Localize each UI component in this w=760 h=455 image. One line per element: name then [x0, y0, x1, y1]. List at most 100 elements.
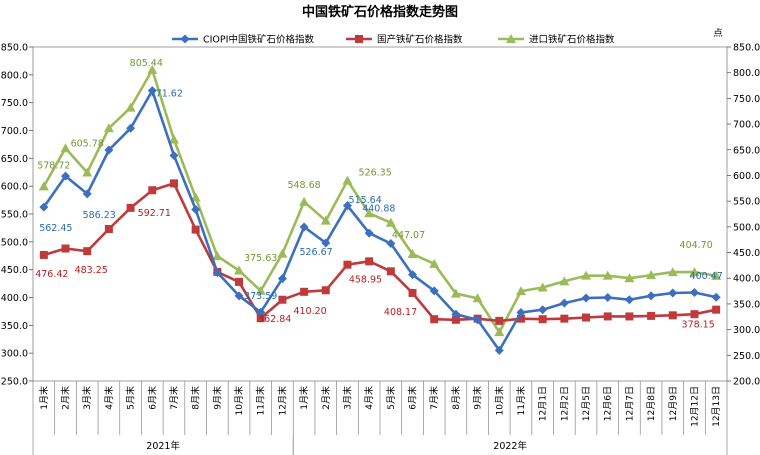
- series-layer: [38, 64, 722, 355]
- data-point: [191, 205, 201, 215]
- data-label: 526.67: [299, 247, 332, 258]
- data-point: [83, 247, 92, 256]
- y-tick-label: 450.0: [1, 265, 28, 276]
- data-point: [277, 274, 287, 284]
- data-point: [624, 295, 634, 305]
- data-point: [365, 257, 374, 266]
- data-point: [690, 310, 699, 319]
- data-point: [256, 314, 265, 323]
- data-point: [646, 270, 657, 280]
- data-point: [711, 270, 722, 280]
- data-point: [126, 123, 136, 133]
- data-point: [104, 145, 114, 155]
- data-point: [408, 270, 418, 280]
- data-label: 447.07: [392, 230, 425, 241]
- legend-entry: 国产铁矿石价格指数: [377, 34, 463, 46]
- data-point: [429, 258, 440, 268]
- data-label: 578.72: [37, 160, 70, 171]
- data-point: [538, 305, 548, 315]
- x-tick-label: 7月末: [168, 386, 180, 410]
- x-tick-label: 12月6日: [603, 386, 614, 421]
- data-label: 373.59: [244, 291, 277, 302]
- data-point: [278, 295, 287, 304]
- data-label: 592.71: [138, 208, 171, 219]
- data-point: [38, 181, 49, 191]
- data-point: [494, 327, 505, 337]
- y-tick-label: 750.0: [1, 98, 28, 109]
- data-point: [147, 86, 157, 96]
- data-label: 404.70: [680, 240, 713, 251]
- data-point: [450, 288, 461, 298]
- data-point: [689, 267, 700, 277]
- series-line: [42, 68, 717, 334]
- x-tick-label: 3月末: [81, 386, 93, 410]
- data-point: [516, 308, 526, 318]
- data-label: 526.35: [359, 167, 392, 178]
- x-tick-label: 12月12日: [689, 386, 700, 427]
- series-1: [39, 179, 721, 325]
- data-label: 562.45: [39, 223, 72, 234]
- x-tick-label: 12月5日: [581, 386, 592, 421]
- data-point: [495, 316, 504, 325]
- x-tick-label: 12月7日: [624, 386, 635, 421]
- y-tick-label: 800.0: [1, 70, 28, 81]
- data-point: [299, 222, 309, 232]
- data-point: [169, 179, 178, 188]
- y2-tick-label: 650.0: [733, 145, 760, 156]
- series-line: [42, 89, 717, 352]
- data-point: [235, 277, 244, 286]
- data-point: [494, 345, 504, 355]
- data-point: [147, 64, 158, 74]
- data-point: [625, 312, 634, 321]
- data-point: [712, 305, 721, 314]
- x-tick-label: 12月9日: [668, 386, 679, 421]
- y2-tick-label: 750.0: [733, 94, 760, 105]
- y2-tick-label: 500.0: [733, 222, 760, 233]
- y-tick-label: 500.0: [1, 237, 28, 248]
- x-tick-label: 8月末: [450, 386, 462, 410]
- data-label: 378.15: [682, 320, 715, 331]
- x-tick-label: 12月1日: [538, 386, 549, 421]
- data-point: [516, 314, 525, 323]
- data-point: [234, 291, 244, 301]
- chart-title: 中国铁矿石价格指数走势图: [302, 4, 458, 20]
- data-point: [320, 215, 331, 225]
- data-point: [104, 225, 113, 234]
- x-tick-label: 3月末: [341, 386, 353, 410]
- y2-tick-label: 300.0: [733, 325, 760, 336]
- data-point: [559, 276, 570, 286]
- data-point: [603, 312, 612, 321]
- data-point: [364, 208, 375, 218]
- data-label: 362.84: [258, 314, 291, 325]
- data-point: [581, 293, 591, 303]
- y-tick-label: 600.0: [1, 182, 28, 193]
- data-point: [537, 282, 548, 292]
- x-group-label: 2021年: [146, 440, 180, 452]
- legend-entry: 进口铁矿石价格指数: [529, 34, 615, 46]
- y-tick-label: 550.0: [1, 210, 28, 221]
- y2-tick-label: 600.0: [733, 171, 760, 182]
- y2-tick-label: 350.0: [733, 299, 760, 310]
- x-tick-label: 12月8日: [646, 386, 657, 421]
- data-point: [429, 286, 439, 296]
- y-tick-label: 350.0: [1, 321, 28, 332]
- data-point: [472, 293, 483, 303]
- x-tick-label: 10月末: [493, 386, 505, 415]
- data-point: [603, 293, 613, 302]
- data-point: [212, 267, 222, 277]
- x-tick-label: 12月末: [276, 386, 288, 415]
- data-point: [300, 287, 309, 296]
- data-label: 375.63: [244, 253, 277, 264]
- y-tick-label: 300.0: [1, 349, 28, 360]
- series-0: [39, 86, 721, 355]
- x-tick-label: 12月13日: [711, 386, 722, 427]
- data-point: [82, 167, 93, 177]
- data-label: 805.44: [130, 58, 163, 69]
- data-label: 483.25: [75, 265, 108, 276]
- data-point: [538, 315, 547, 324]
- x-tick-label: 9月末: [211, 386, 223, 410]
- y2-tick-label: 250.0: [733, 351, 760, 362]
- axes: 850.0 800.0 750.0 700.0 650.0 600.0 550.0 500.0…: [1, 43, 760, 455]
- data-point: [647, 311, 656, 320]
